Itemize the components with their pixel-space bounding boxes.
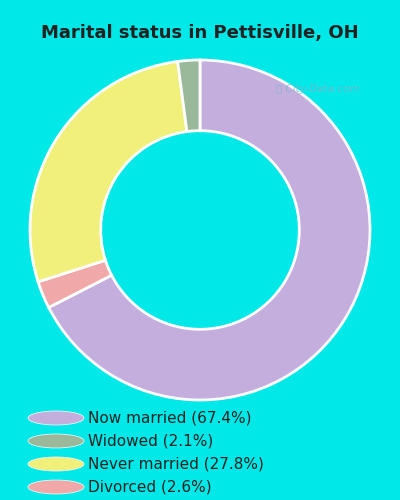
Circle shape (28, 480, 84, 494)
Wedge shape (49, 60, 370, 400)
Text: Never married (27.8%): Never married (27.8%) (88, 456, 264, 471)
Text: Divorced (2.6%): Divorced (2.6%) (88, 480, 212, 494)
Wedge shape (30, 62, 187, 282)
Text: ⓘ City-Data.com: ⓘ City-Data.com (276, 84, 360, 94)
Text: Now married (67.4%): Now married (67.4%) (88, 410, 252, 426)
Circle shape (28, 434, 84, 448)
Text: Widowed (2.1%): Widowed (2.1%) (88, 434, 213, 448)
Wedge shape (38, 260, 112, 308)
Circle shape (28, 457, 84, 471)
Circle shape (28, 411, 84, 425)
Text: Marital status in Pettisville, OH: Marital status in Pettisville, OH (41, 24, 359, 42)
Wedge shape (178, 60, 200, 132)
